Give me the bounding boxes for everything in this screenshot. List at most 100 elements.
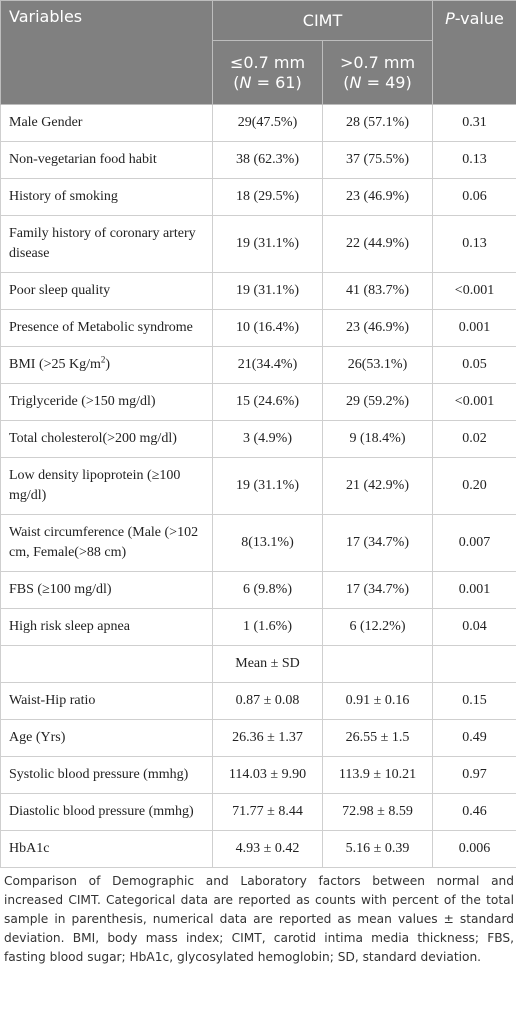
table-row: Diastolic blood pressure (mmhg) 71.77 ± 8… (0, 793, 516, 831)
low-cell: 114.03 ± 9.90 (212, 756, 323, 794)
table-row: FBS (≥100 mg/dl) 6 (9.8%) 17 (34.7%) 0.001 (0, 571, 516, 609)
low-cell: 19 (31.1%) (212, 457, 323, 515)
high-cell: 26.55 ± 1.5 (322, 719, 433, 757)
low-cell: 21(34.4%) (212, 346, 323, 384)
p-cell: 0.02 (432, 420, 516, 458)
p-cell: 0.04 (432, 608, 516, 646)
low-cell: Mean ± SD (212, 645, 323, 683)
variable-cell: Presence of Metabolic syndrome (0, 309, 213, 347)
text-part: ( (233, 72, 240, 92)
text-part: N (349, 72, 362, 92)
variable-cell: Waist-Hip ratio (0, 682, 213, 720)
variable-cell: Non-vegetarian food habit (0, 141, 213, 179)
table-row: Mean ± SD (0, 645, 516, 683)
variable-cell: HbA1c (0, 830, 213, 868)
p-cell: 0.31 (432, 104, 516, 142)
table-row: History of smoking 18 (29.5%) 23 (46.9%) 0.… (0, 178, 516, 216)
p-cell: 0.13 (432, 141, 516, 179)
variable-cell: FBS (≥100 mg/dl) (0, 571, 213, 609)
p-cell (432, 645, 516, 683)
variable-cell: Family history of coronary artery diseas… (0, 215, 213, 273)
p-cell: 0.007 (432, 514, 516, 572)
low-cell: 4.93 ± 0.42 (212, 830, 323, 868)
p-cell: <0.001 (432, 272, 516, 310)
header-p-value: P-value (432, 0, 516, 105)
p-cell: 0.001 (432, 309, 516, 347)
low-cell: 0.87 ± 0.08 (212, 682, 323, 720)
table-row: Age (Yrs) 26.36 ± 1.37 26.55 ± 1.5 0.49 (0, 719, 516, 757)
text-part: -value (454, 9, 504, 28)
header-high: >0.7 mm (N = 49) (322, 40, 433, 105)
variable-cell: Age (Yrs) (0, 719, 213, 757)
high-cell: 5.16 ± 0.39 (322, 830, 433, 868)
high-cell: 72.98 ± 8.59 (322, 793, 433, 831)
text-part: BMI (>25 Kg/m (9, 357, 101, 372)
table-row: Triglyceride (>150 mg/dl) 15 (24.6%) 29 (5… (0, 383, 516, 421)
table-row: High risk sleep apnea 1 (1.6%) 6 (12.2%) 0.… (0, 608, 516, 646)
high-cell: 21 (42.9%) (322, 457, 433, 515)
high-cell: 6 (12.2%) (322, 608, 433, 646)
variable-cell: Systolic blood pressure (mmhg) (0, 756, 213, 794)
variable-cell: High risk sleep apnea (0, 608, 213, 646)
low-cell: 15 (24.6%) (212, 383, 323, 421)
high-cell: 28 (57.1%) (322, 104, 433, 142)
low-cell: 71.77 ± 8.44 (212, 793, 323, 831)
header-low-n: (N = 61) (233, 73, 301, 92)
table-row: Male Gender 29(47.5%) 28 (57.1%) 0.31 (0, 104, 516, 142)
text-part: N (239, 72, 252, 92)
table-row: Family history of coronary artery diseas… (0, 215, 516, 273)
p-cell: 0.97 (432, 756, 516, 794)
low-cell: 1 (1.6%) (212, 608, 323, 646)
high-cell: 22 (44.9%) (322, 215, 433, 273)
p-cell: 0.20 (432, 457, 516, 515)
header-low: ≤0.7 mm (N = 61) (212, 40, 323, 105)
text-part: 2 (100, 354, 106, 365)
p-cell: 0.15 (432, 682, 516, 720)
variable-cell: Waist circumference (Male (>102 cm, Fema… (0, 514, 213, 572)
variable-cell: Total cholesterol(>200 mg/dl) (0, 420, 213, 458)
low-cell: 18 (29.5%) (212, 178, 323, 216)
low-cell: 29(47.5%) (212, 104, 323, 142)
table-row: Non-vegetarian food habit 38 (62.3%) 37 (7… (0, 141, 516, 179)
table-body: Male Gender 29(47.5%) 28 (57.1%) 0.31 Non-ve… (0, 104, 516, 868)
table-row: Total cholesterol(>200 mg/dl) 3 (4.9%) 9 (… (0, 420, 516, 458)
high-cell: 26(53.1%) (322, 346, 433, 384)
text-part: = 61) (251, 72, 302, 92)
high-cell: 17 (34.7%) (322, 514, 433, 572)
header-variables: Variables (0, 0, 213, 105)
table-row: Presence of Metabolic syndrome 10 (16.4%)… (0, 309, 516, 347)
p-cell: 0.006 (432, 830, 516, 868)
high-cell: 37 (75.5%) (322, 141, 433, 179)
variable-cell: Low density lipoprotein (≥100 mg/dl) (0, 457, 213, 515)
high-cell: 23 (46.9%) (322, 178, 433, 216)
variable-cell: Male Gender (0, 104, 213, 142)
table-row: HbA1c 4.93 ± 0.42 5.16 ± 0.39 0.006 (0, 830, 516, 868)
variable-cell: History of smoking (0, 178, 213, 216)
text-part: ) (105, 357, 111, 372)
low-cell: 3 (4.9%) (212, 420, 323, 458)
p-cell: 0.46 (432, 793, 516, 831)
header-high-n: (N = 49) (343, 73, 411, 92)
footnote: Comparison of Demographic and Laboratory… (4, 874, 514, 964)
p-cell: <0.001 (432, 383, 516, 421)
high-cell: 29 (59.2%) (322, 383, 433, 421)
variable-cell: Poor sleep quality (0, 272, 213, 310)
low-cell: 10 (16.4%) (212, 309, 323, 347)
text-part: = 49) (361, 72, 412, 92)
variable-cell: Diastolic blood pressure (mmhg) (0, 793, 213, 831)
table-row: Poor sleep quality 19 (31.1%) 41 (83.7%) <0… (0, 272, 516, 310)
variable-cell: Triglyceride (>150 mg/dl) (0, 383, 213, 421)
high-cell: 41 (83.7%) (322, 272, 433, 310)
table-row: Low density lipoprotein (≥100 mg/dl) 19 (… (0, 457, 516, 515)
high-cell: 113.9 ± 10.21 (322, 756, 433, 794)
p-cell: 0.13 (432, 215, 516, 273)
p-cell: 0.05 (432, 346, 516, 384)
low-cell: 6 (9.8%) (212, 571, 323, 609)
high-cell: 9 (18.4%) (322, 420, 433, 458)
low-cell: 19 (31.1%) (212, 272, 323, 310)
p-cell: 0.49 (432, 719, 516, 757)
text-part: ( (343, 72, 350, 92)
high-cell (322, 645, 433, 683)
high-cell: 17 (34.7%) (322, 571, 433, 609)
